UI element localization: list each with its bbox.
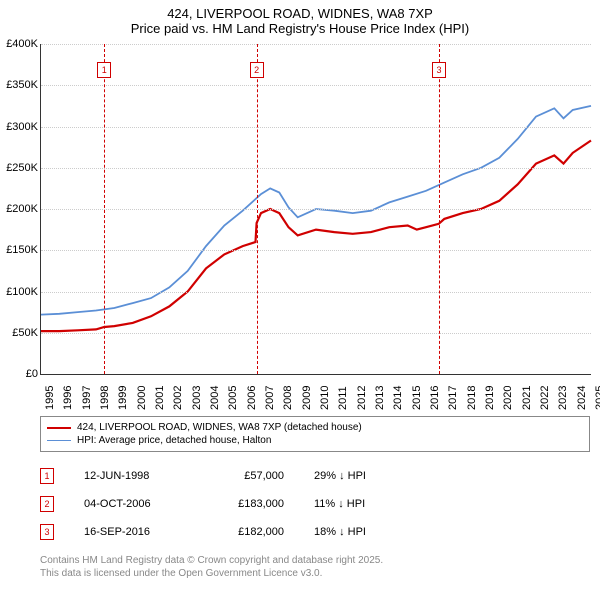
gridline (41, 44, 591, 45)
event-marker-box: 1 (97, 62, 111, 78)
x-tick-label: 2025 (594, 386, 600, 410)
event-marker-box: 2 (250, 62, 264, 78)
x-tick-label: 2018 (466, 386, 478, 410)
y-tick-label: £100K (6, 286, 38, 298)
y-tick-label: £200K (6, 203, 38, 215)
x-tick-label: 2024 (576, 386, 588, 410)
x-tick-label: 1997 (81, 386, 93, 410)
attribution-line2: This data is licensed under the Open Gov… (40, 568, 322, 579)
x-tick-label: 2022 (539, 386, 551, 410)
attribution-line1: Contains HM Land Registry data © Crown c… (40, 555, 383, 566)
y-tick-label: £250K (6, 162, 38, 174)
x-tick-label: 2002 (172, 386, 184, 410)
x-tick-label: 1999 (117, 386, 129, 410)
sales-price: £183,000 (214, 498, 284, 510)
chart-container: 424, LIVERPOOL ROAD, WIDNES, WA8 7XP Pri… (0, 0, 600, 590)
x-tick-label: 2017 (447, 386, 459, 410)
x-tick-label: 2020 (502, 386, 514, 410)
event-marker-line (257, 44, 258, 374)
x-tick-label: 2012 (356, 386, 368, 410)
series-line (41, 106, 591, 315)
legend-swatch (47, 440, 71, 441)
sales-marker: 2 (40, 496, 54, 512)
x-tick-label: 2014 (392, 386, 404, 410)
x-tick-label: 2006 (246, 386, 258, 410)
gridline (41, 250, 591, 251)
x-tick-label: 2010 (319, 386, 331, 410)
gridline (41, 85, 591, 86)
sales-date: 04-OCT-2006 (84, 498, 184, 510)
sales-row: 1 12-JUN-1998 £57,000 29% ↓ HPI (40, 462, 394, 490)
gridline (41, 168, 591, 169)
x-tick-label: 2001 (154, 386, 166, 410)
sales-diff: 11% ↓ HPI (314, 498, 394, 510)
legend-row: HPI: Average price, detached house, Halt… (47, 434, 583, 447)
sales-table: 1 12-JUN-1998 £57,000 29% ↓ HPI 2 04-OCT-2006… (40, 462, 394, 546)
legend-label: 424, LIVERPOOL ROAD, WIDNES, WA8 7XP (de… (77, 422, 362, 433)
x-tick-label: 2008 (282, 386, 294, 410)
x-tick-label: 2011 (337, 386, 349, 410)
y-tick-label: £400K (6, 38, 38, 50)
gridline (41, 127, 591, 128)
x-tick-label: 2000 (136, 386, 148, 410)
sales-date: 16-SEP-2016 (84, 526, 184, 538)
event-marker-box: 3 (432, 62, 446, 78)
y-tick-label: £50K (12, 327, 38, 339)
x-tick-label: 2019 (484, 386, 496, 410)
y-tick-label: £150K (6, 244, 38, 256)
x-tick-label: 1998 (99, 386, 111, 410)
x-tick-label: 2015 (411, 386, 423, 410)
sales-diff: 29% ↓ HPI (314, 470, 394, 482)
y-tick-label: £300K (6, 121, 38, 133)
chart-subtitle: Price paid vs. HM Land Registry's House … (0, 21, 600, 40)
y-tick-label: £0 (26, 368, 38, 380)
x-tick-label: 2004 (209, 386, 221, 410)
x-tick-label: 2013 (374, 386, 386, 410)
x-tick-label: 1995 (44, 386, 56, 410)
sales-date: 12-JUN-1998 (84, 470, 184, 482)
legend-row: 424, LIVERPOOL ROAD, WIDNES, WA8 7XP (de… (47, 421, 583, 434)
gridline (41, 292, 591, 293)
legend-box: 424, LIVERPOOL ROAD, WIDNES, WA8 7XP (de… (40, 416, 590, 452)
chart-title: 424, LIVERPOOL ROAD, WIDNES, WA8 7XP (0, 0, 600, 21)
legend-swatch (47, 427, 71, 429)
series-line (41, 141, 591, 332)
sales-marker: 3 (40, 524, 54, 540)
x-tick-label: 2007 (264, 386, 276, 410)
y-tick-label: £350K (6, 79, 38, 91)
sales-marker: 1 (40, 468, 54, 484)
sales-diff: 18% ↓ HPI (314, 526, 394, 538)
x-tick-label: 2016 (429, 386, 441, 410)
x-tick-label: 1996 (62, 386, 74, 410)
x-tick-label: 2003 (191, 386, 203, 410)
sales-price: £182,000 (214, 526, 284, 538)
x-tick-label: 2021 (521, 386, 533, 410)
legend-label: HPI: Average price, detached house, Halt… (77, 435, 271, 446)
sales-price: £57,000 (214, 470, 284, 482)
event-marker-line (104, 44, 105, 374)
sales-row: 3 16-SEP-2016 £182,000 18% ↓ HPI (40, 518, 394, 546)
x-tick-label: 2005 (227, 386, 239, 410)
x-tick-label: 2023 (557, 386, 569, 410)
gridline (41, 333, 591, 334)
event-marker-line (439, 44, 440, 374)
x-tick-label: 2009 (301, 386, 313, 410)
gridline (41, 209, 591, 210)
sales-row: 2 04-OCT-2006 £183,000 11% ↓ HPI (40, 490, 394, 518)
plot-area: 1 2 3 (40, 44, 591, 375)
attribution-text: Contains HM Land Registry data © Crown c… (40, 554, 590, 580)
